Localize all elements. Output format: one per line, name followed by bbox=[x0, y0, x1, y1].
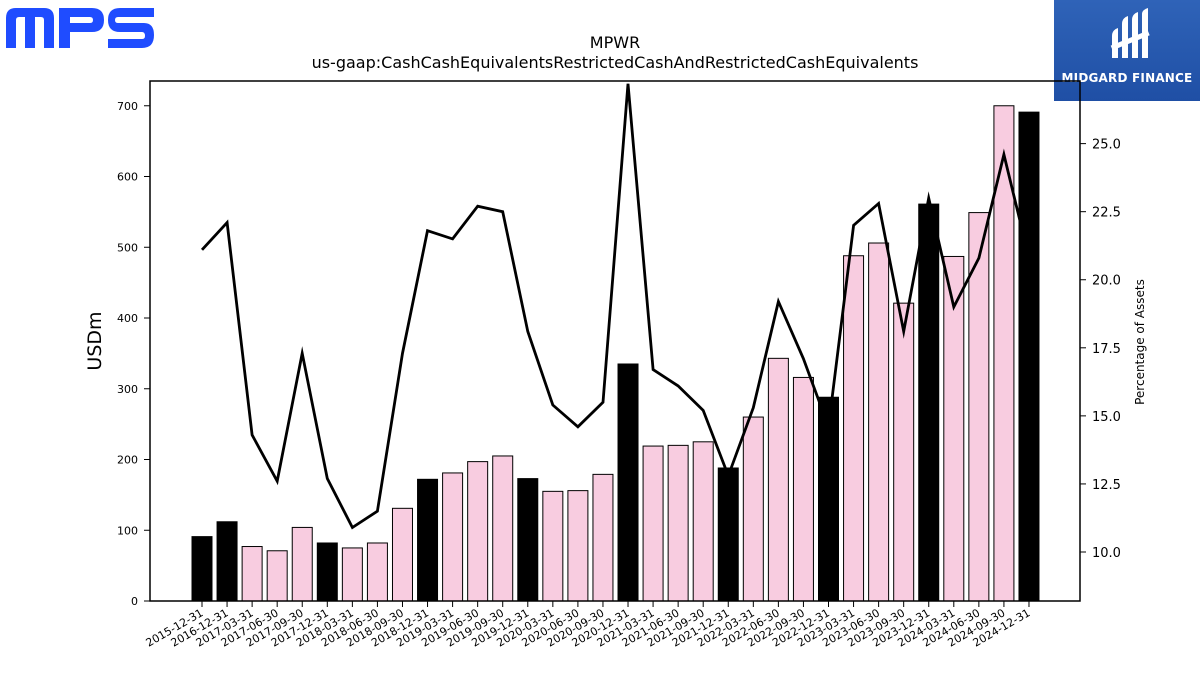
y-tick-label: 300 bbox=[117, 383, 138, 396]
y-axis-label: USDm bbox=[84, 311, 106, 370]
bar-2021-03-31 bbox=[642, 445, 664, 602]
bar-2024-12-31 bbox=[1018, 111, 1040, 602]
chart-subtitle: us-gaap:CashCashEquivalentsRestrictedCas… bbox=[311, 53, 919, 72]
bar-2018-12-31 bbox=[417, 478, 439, 602]
y-tick-label: 700 bbox=[117, 100, 138, 113]
bar-2018-03-31 bbox=[341, 547, 363, 602]
bar-2019-06-30 bbox=[467, 461, 489, 602]
y2-tick-label: 15.0 bbox=[1092, 410, 1121, 425]
y2-tick-label: 12.5 bbox=[1092, 478, 1121, 493]
bar-2018-09-30 bbox=[391, 507, 413, 602]
bar-2020-09-30 bbox=[592, 473, 614, 602]
y-tick-label: 100 bbox=[117, 524, 138, 537]
bar-2016-12-31 bbox=[216, 521, 238, 602]
bar-2017-03-31 bbox=[241, 546, 263, 602]
bar-2020-03-31 bbox=[542, 490, 564, 602]
bar-2015-12-31 bbox=[191, 536, 213, 602]
y2-axis-label: Percentage of Assets bbox=[1133, 279, 1147, 405]
bar-2021-06-30 bbox=[667, 444, 689, 602]
midgard-brand-text: MIDGARD FINANCE bbox=[1061, 71, 1193, 85]
y2-tick-label: 17.5 bbox=[1092, 342, 1121, 357]
bar-2019-09-30 bbox=[492, 455, 514, 602]
bar-2019-12-31 bbox=[517, 478, 539, 602]
y2-tick-label: 25.0 bbox=[1092, 138, 1121, 153]
bar-2023-12-31 bbox=[918, 203, 940, 602]
mps-logo bbox=[6, 8, 154, 48]
bar-2023-03-31 bbox=[843, 255, 865, 602]
y2-tick-label: 20.0 bbox=[1092, 274, 1121, 289]
y-tick-label: 200 bbox=[117, 454, 138, 467]
bar-2017-06-30 bbox=[266, 550, 288, 602]
y-tick-label: 400 bbox=[117, 312, 138, 325]
bar-2023-06-30 bbox=[868, 242, 890, 602]
bar-2023-09-30 bbox=[893, 302, 915, 602]
percent-of-assets-line bbox=[200, 83, 1031, 530]
bar-2021-12-31 bbox=[717, 467, 739, 602]
plot-frame bbox=[149, 80, 1081, 602]
bar-2017-12-31 bbox=[316, 542, 338, 602]
bar-2020-12-31 bbox=[617, 363, 639, 602]
bar-2019-03-31 bbox=[442, 472, 464, 602]
midgard-emblem-icon bbox=[1110, 8, 1150, 58]
bar-2022-09-30 bbox=[792, 376, 814, 602]
y-tick-label: 600 bbox=[117, 171, 138, 184]
bar-2017-09-30 bbox=[291, 526, 313, 602]
y2-tick-label: 10.0 bbox=[1092, 546, 1121, 561]
y-tick-label: 500 bbox=[117, 241, 138, 254]
bar-2018-06-30 bbox=[366, 542, 388, 602]
chart-title: MPWR bbox=[589, 33, 641, 52]
bar-2020-06-30 bbox=[567, 490, 589, 602]
bar-2021-09-30 bbox=[692, 441, 714, 602]
y-tick-label: 0 bbox=[131, 595, 138, 608]
y2-tick-label: 22.5 bbox=[1092, 206, 1121, 221]
bar-2022-06-30 bbox=[767, 357, 789, 602]
midgard-finance-logo: MIDGARD FINANCE bbox=[1054, 0, 1200, 101]
bar-2022-03-31 bbox=[742, 416, 764, 602]
